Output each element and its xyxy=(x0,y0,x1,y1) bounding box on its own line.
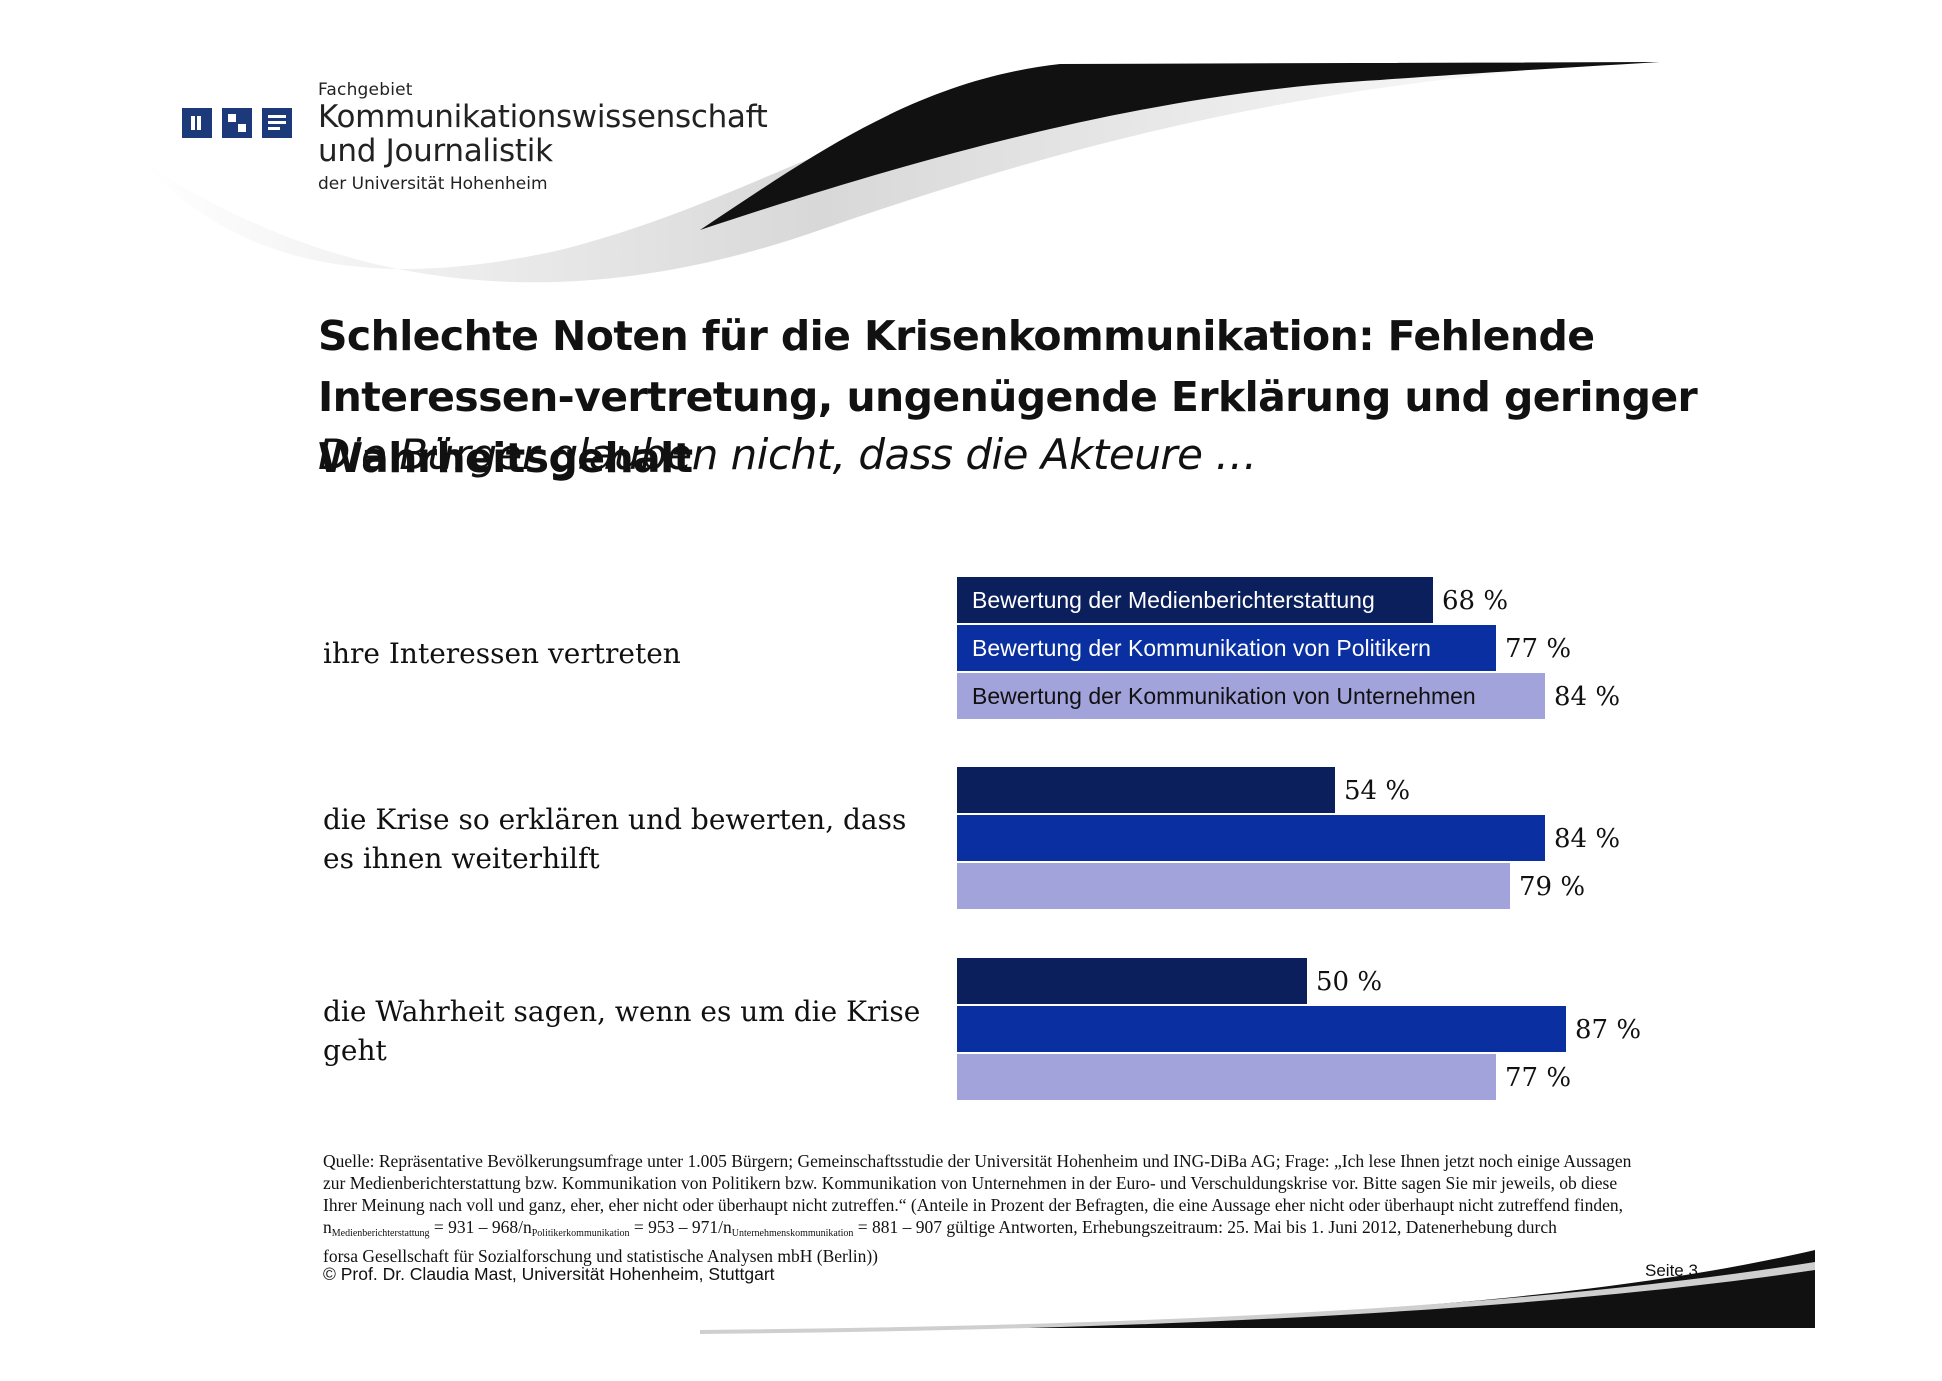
data-label-3-2: 87 % xyxy=(1575,1015,1641,1045)
logo xyxy=(182,108,292,138)
source-note: Quelle: Repräsentative Bevölkerungsumfra… xyxy=(323,1150,1803,1267)
legend-series-1: Bewertung der Medienberichterstattung xyxy=(972,587,1375,613)
category-label-2: die Krise so erklären und bewerten, dass… xyxy=(323,803,907,875)
data-label-1-1: 68 % xyxy=(1442,586,1508,616)
data-label-2-2: 84 % xyxy=(1554,824,1620,854)
bar-2-series-3 xyxy=(957,863,1510,909)
source-line-5: forsa Gesellschaft für Sozialforschung u… xyxy=(323,1246,879,1266)
institute-name: Fachgebiet Kommunikationswissenschaft un… xyxy=(318,80,768,194)
source-line-3: Ihrer Meinung nach voll und ganz, eher, … xyxy=(323,1195,1623,1215)
slide-title: Schlechte Noten für die Krisenkommunikat… xyxy=(318,312,1698,482)
institute-line-1: Fachgebiet xyxy=(318,80,413,100)
logo-square-1 xyxy=(182,108,212,138)
data-label-3-1: 50 % xyxy=(1316,967,1382,997)
category-label-1: ihre Interessen vertreten xyxy=(323,637,681,670)
data-label-2-3: 79 % xyxy=(1519,872,1585,902)
bar-2-series-1 xyxy=(957,767,1335,813)
institute-line-2: Kommunikationswissenschaft xyxy=(318,99,768,135)
data-label-1-3: 84 % xyxy=(1554,682,1620,712)
bar-1-series-1 xyxy=(957,577,1433,623)
data-label-2-1: 54 % xyxy=(1344,776,1410,806)
page-number: Seite 3 xyxy=(1645,1261,1698,1280)
slide-subtitle: Die Bürger glauben nicht, dass die Akteu… xyxy=(318,430,1257,479)
legend-series-2: Bewertung der Kommunikation von Politike… xyxy=(972,635,1431,661)
source-line-1: Quelle: Repräsentative Bevölkerungsumfra… xyxy=(323,1151,1632,1171)
logo-square-2 xyxy=(222,108,252,138)
institute-line-3: und Journalistik xyxy=(318,133,553,169)
bar-3-series-3 xyxy=(957,1054,1496,1100)
source-line-4: nMedienberichterstattung = 931 – 968/nPo… xyxy=(323,1217,1557,1239)
data-label-3-3: 77 % xyxy=(1505,1063,1571,1093)
bar-1-series-2 xyxy=(957,625,1496,671)
copyright: © Prof. Dr. Claudia Mast, Universität Ho… xyxy=(323,1264,775,1284)
source-line-2: zur Medienberichterstattung bzw. Kommuni… xyxy=(323,1173,1618,1193)
logo-square-3 xyxy=(262,108,292,138)
bar-1-series-3 xyxy=(957,673,1545,719)
data-label-1-2: 77 % xyxy=(1505,634,1571,664)
bar-3-series-2 xyxy=(957,1006,1566,1052)
bar-2-series-2 xyxy=(957,815,1545,861)
category-label-3: die Wahrheit sagen, wenn es um die Krise… xyxy=(323,995,921,1067)
legend-series-3: Bewertung der Kommunikation von Unterneh… xyxy=(972,683,1476,709)
institute-line-4: der Universität Hohenheim xyxy=(318,174,548,194)
bar-3-series-1 xyxy=(957,958,1307,1004)
